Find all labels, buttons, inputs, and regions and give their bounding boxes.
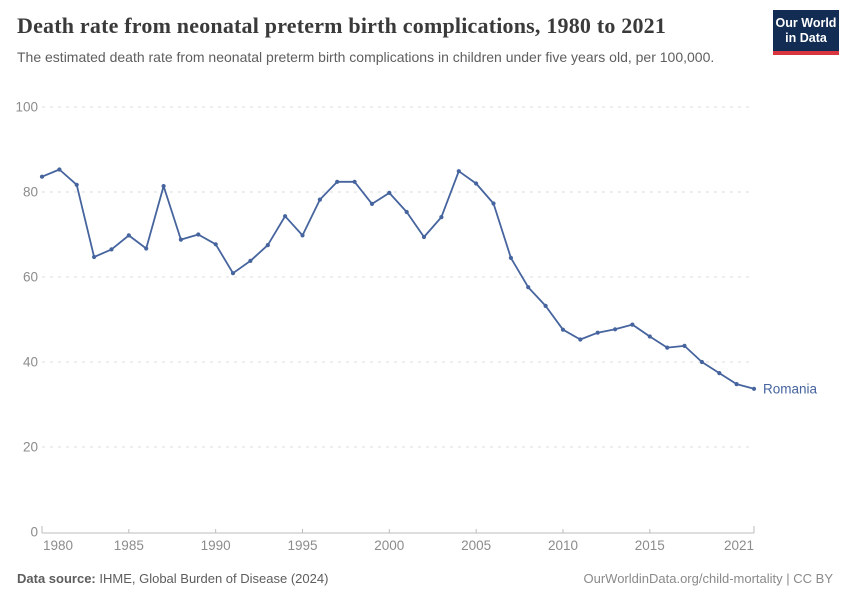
data-point[interactable] (317, 197, 322, 202)
data-point[interactable] (161, 184, 166, 189)
x-tick-label: 1990 (201, 538, 231, 553)
y-tick-label: 80 (23, 185, 38, 200)
x-tick-label: 2021 (724, 538, 754, 553)
data-point[interactable] (144, 246, 149, 251)
data-point[interactable] (699, 359, 705, 365)
data-point[interactable] (404, 209, 409, 215)
data-source-label: Data source: (17, 571, 96, 586)
data-point[interactable] (456, 169, 461, 174)
owid-logo-line2: in Data (785, 31, 827, 45)
data-point[interactable] (352, 179, 357, 184)
y-tick-label: 20 (23, 440, 38, 455)
data-point[interactable] (543, 303, 548, 308)
data-point[interactable] (474, 181, 479, 186)
chart-subtitle: The estimated death rate from neonatal p… (17, 49, 715, 65)
data-point[interactable] (578, 337, 583, 342)
data-point[interactable] (647, 334, 652, 339)
x-tick-label: 1995 (287, 538, 317, 553)
data-point[interactable] (283, 214, 288, 219)
y-tick-label: 40 (23, 355, 38, 370)
data-point[interactable] (734, 382, 739, 387)
owid-logo-line1: Our World (775, 16, 837, 30)
data-point[interactable] (665, 345, 670, 350)
series-line-romania[interactable] (41, 168, 755, 390)
x-tick-label: 1985 (114, 538, 144, 553)
data-point[interactable] (109, 247, 114, 252)
data-point[interactable] (265, 243, 270, 248)
y-tick-label: 60 (23, 270, 38, 285)
footer-link[interactable]: OurWorldinData.org/child-mortality | CC … (583, 571, 834, 586)
data-point[interactable] (126, 233, 131, 238)
data-point[interactable] (213, 242, 218, 247)
data-point[interactable] (178, 237, 183, 242)
data-point[interactable] (387, 190, 392, 195)
x-tick-label: 2000 (374, 538, 404, 553)
data-point[interactable] (74, 182, 79, 187)
data-point[interactable] (248, 258, 253, 263)
x-tick-label: 2010 (548, 538, 578, 553)
page-title: Death rate from neonatal preterm birth c… (17, 13, 667, 38)
data-point[interactable] (491, 201, 496, 206)
data-point[interactable] (717, 371, 722, 376)
data-source-text: IHME, Global Burden of Disease (2024) (95, 571, 329, 586)
data-point[interactable] (92, 254, 97, 260)
owid-logo[interactable]: Our World in Data (773, 10, 839, 55)
data-point[interactable] (560, 327, 566, 332)
data-point[interactable] (613, 327, 618, 332)
data-point[interactable] (57, 167, 62, 172)
y-tick-label: 0 (30, 525, 38, 540)
data-point[interactable] (682, 343, 687, 348)
x-tick-label: 2015 (635, 538, 665, 553)
data-point[interactable] (196, 232, 201, 237)
data-point[interactable] (421, 234, 427, 240)
data-point[interactable] (230, 271, 236, 276)
data-point[interactable] (439, 215, 444, 220)
data-source-note: Data source: IHME, Global Burden of Dise… (17, 571, 328, 586)
series-label-romania[interactable]: Romania (763, 381, 818, 396)
y-tick-label: 100 (15, 100, 38, 115)
data-point[interactable] (508, 255, 513, 260)
data-point[interactable] (300, 233, 305, 238)
data-point[interactable] (369, 201, 375, 206)
data-point[interactable] (526, 285, 531, 290)
data-point[interactable] (595, 330, 600, 335)
data-point[interactable] (39, 174, 45, 179)
data-point[interactable] (630, 322, 635, 327)
x-tick-label: 1980 (43, 538, 73, 553)
data-point[interactable] (335, 179, 340, 184)
data-point[interactable] (751, 386, 757, 391)
x-tick-label: 2005 (461, 538, 491, 553)
